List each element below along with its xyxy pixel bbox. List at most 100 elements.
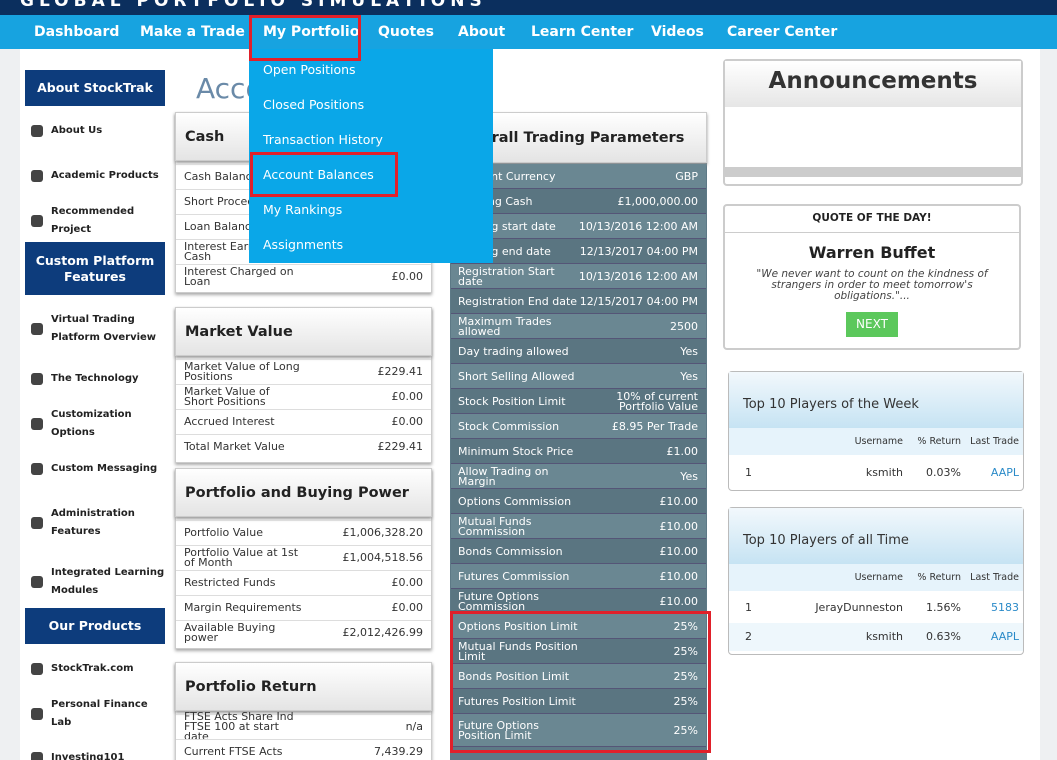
params-label: Registration Start date [458,264,555,288]
row-label: Restricted Funds [184,576,276,589]
row-label: FTSE Acts Share Ind FTSE 100 at start da… [184,710,294,743]
params-row [451,389,706,414]
row-value: £229.41 [377,365,424,378]
params-label: Trading start date [458,219,556,233]
sidebar-link[interactable]: Recommended Project [51,206,135,235]
params-row [451,614,706,639]
sidebar-link[interactable]: Personal Finance Lab [51,699,148,728]
sidebar-link[interactable]: About Us [51,125,103,136]
sidebar-link[interactable]: Customization Options [51,409,132,438]
sidebar-heading: Our Products [25,608,165,644]
params-label: Allow Trading on Margin [458,464,549,488]
params-row [451,464,706,489]
highlight-box [250,152,398,197]
sidebar-link[interactable]: Integrated Learning Modules [51,567,165,596]
row-line [176,739,431,740]
nav-item[interactable]: My Portfolio [263,24,360,40]
nav-item[interactable]: Make a Trade [140,24,245,40]
sidebar-link[interactable]: Virtual Trading Platform Overview [51,314,157,343]
sidebar-heading: Custom Platform Features [25,242,165,295]
params-row [451,539,706,564]
row-value: £0.00 [391,415,424,428]
params-value: £8.95 Per Trade [611,419,698,433]
sidebar-link[interactable]: StockTrak.com [51,663,134,674]
sidebar-link[interactable]: Investing101 [51,752,125,760]
rank: 1 [745,601,752,614]
dropdown-item[interactable]: Open Positions [263,62,356,77]
params-value: 25% [673,669,698,683]
column-header: % Return [917,572,961,583]
board-header-bg [729,372,1023,428]
board-cell: 0.03% [926,466,961,479]
row-label: Margin Requirements [184,601,302,614]
panel-title: Portfolio and Buying Power [175,468,432,517]
params-row [451,164,706,189]
nav-item[interactable]: Videos [651,24,704,40]
params-row [451,214,706,239]
quote-heading: QUOTE OF THE DAY! [812,212,932,224]
params-row [451,489,706,514]
params-label: Options Commission [458,494,572,508]
dropdown-menu [249,49,493,263]
dropdown-item[interactable]: Account Balances [263,167,374,182]
params-row [451,689,706,714]
last-trade-link[interactable]: 5183 [991,601,1019,614]
params-row [451,264,706,289]
dropdown-item[interactable]: Transaction History [263,132,383,147]
row-line [176,264,431,265]
sidebar-icon [31,323,43,335]
params-value: 2500 [670,319,698,333]
nav-item[interactable]: Learn Center [531,24,634,40]
sidebar-icon [31,215,43,227]
params-label: Day trading allowed [458,344,569,358]
sidebar-link[interactable]: The Technology [51,373,139,384]
highlight-box [249,15,361,61]
row-label: Market Value of Long Positions [184,360,300,383]
params-value: £1.00 [666,444,699,458]
sidebar-link[interactable]: Academic Products [51,170,159,181]
params-value: 12/15/2017 04:00 PM [579,294,698,308]
params-value: £10.00 [659,544,699,558]
params-value: £10.00 [659,594,699,608]
sidebar-icon [31,125,43,137]
nav-item[interactable]: Career Center [727,24,838,40]
row-value: £0.00 [391,576,424,589]
nav-item[interactable]: Quotes [378,24,435,40]
board-cell: ksmith [865,466,903,479]
params-row [451,189,706,214]
dropdown-item[interactable]: Closed Positions [263,97,365,112]
params-label: Futures Position Limit [458,694,576,708]
row-line [176,409,431,410]
params-value: Yes [680,469,698,483]
params-label: Stock Position Limit [458,394,566,408]
row-value: £1,006,328.20 [342,526,423,539]
nav-item[interactable]: Dashboard [34,24,120,40]
params-value: 10/13/2016 12:00 AM [578,269,698,283]
next-button[interactable]: NEXT [846,312,898,337]
row-line [176,545,431,546]
dropdown-item[interactable]: My Rankings [263,202,343,217]
rank: 2 [745,630,752,643]
row-line [176,520,431,521]
sidebar-link[interactable]: Administration Features [51,508,135,537]
params-value: 25% [673,723,698,737]
sidebar-icon [31,517,43,529]
last-trade-link[interactable]: AAPL [990,466,1019,479]
params-value: £10.00 [659,519,699,533]
last-trade-link[interactable]: AAPL [990,630,1019,643]
params-label: Minimum Stock Price [458,444,574,458]
params-label: Bonds Position Limit [458,669,570,683]
params-label: Registration End date [458,294,578,308]
column-header: Username [854,572,903,583]
row-value: £229.41 [377,440,424,453]
nav-item[interactable]: About [458,24,506,40]
params-value: £10.00 [659,494,699,508]
sidebar-link[interactable]: Custom Messaging [51,463,158,474]
row-label: Total Market Value [184,440,285,453]
params-label: Options Position Limit [458,619,578,633]
announcements-header [725,61,1021,107]
dropdown-item[interactable]: Assignments [263,237,344,252]
brand: GLOBAL PORTFOLIO SIMULATIONS [20,0,487,11]
board-colhead-bg [729,428,1023,455]
quote-text: "We never want to count on the kindness … [756,268,988,302]
